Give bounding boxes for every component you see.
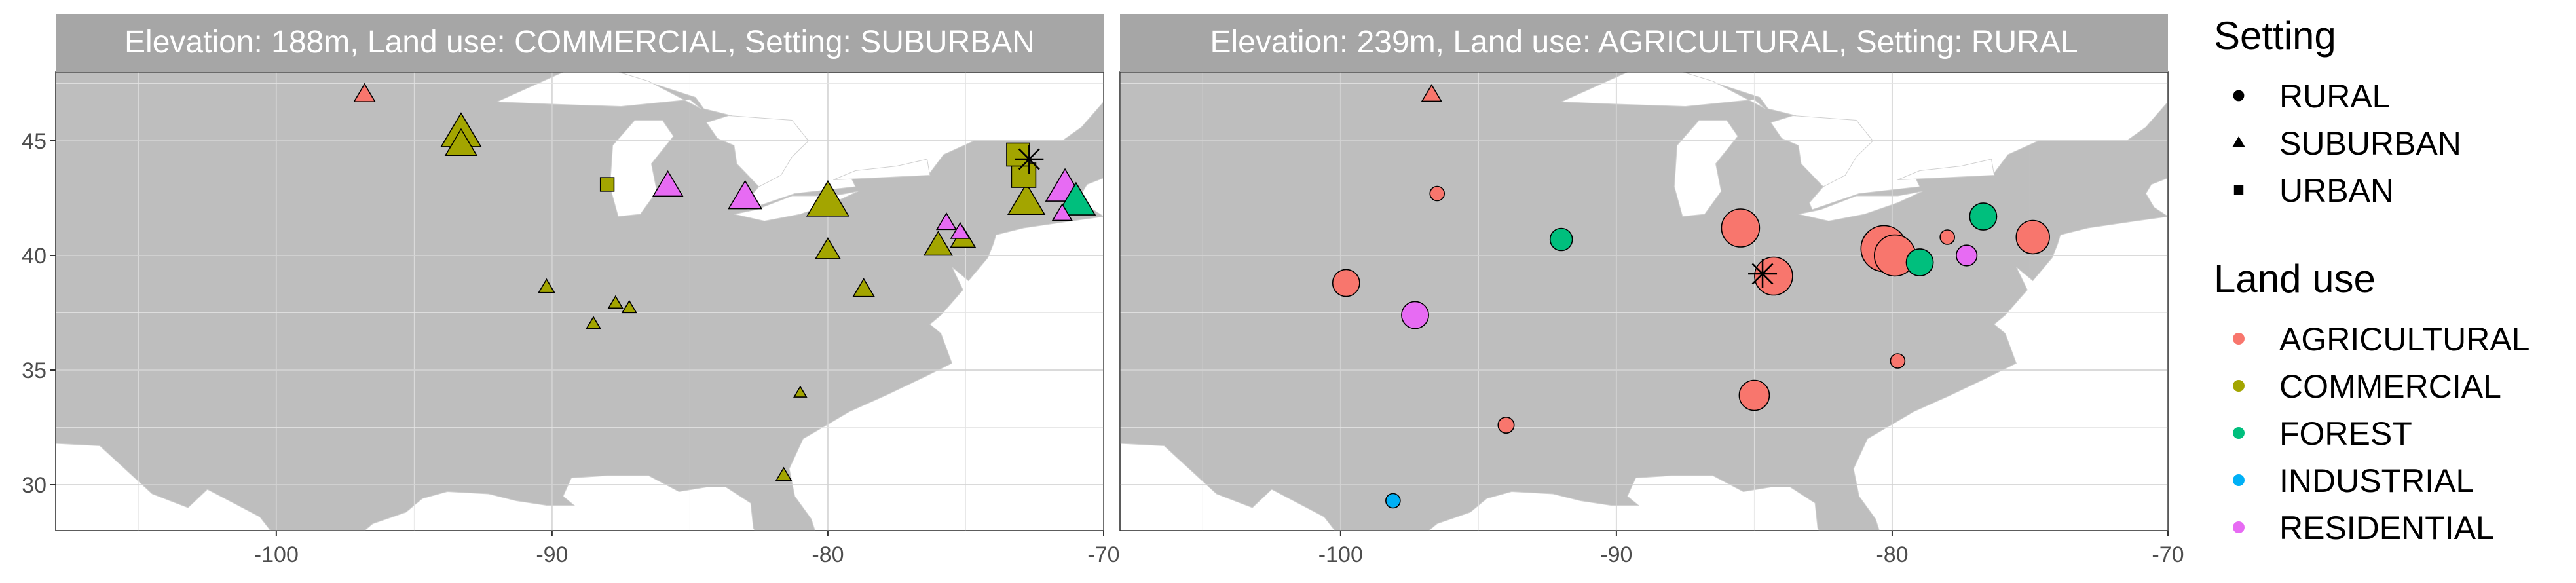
data-point [814, 237, 841, 259]
lake-shape [1798, 191, 1923, 222]
legend-key [2233, 380, 2245, 392]
lake-shape [1770, 115, 1874, 187]
data-point [652, 170, 684, 197]
lake-shape [496, 72, 701, 109]
facet-title: Elevation: 188m, Land use: COMMERCIAL, S… [124, 25, 1035, 60]
legend-key [2233, 90, 2245, 102]
legend-label: RURAL [2279, 78, 2390, 115]
lake-shape [833, 159, 931, 180]
legend-key [2233, 333, 2245, 345]
legend-label: SUBURBAN [2279, 125, 2461, 162]
x-tick-label: -70 [1087, 542, 1119, 567]
legend-title: Land use [2214, 257, 2376, 301]
legend-label: AGRICULTURAL [2279, 321, 2529, 358]
land-shape [56, 72, 1104, 531]
data-point [1011, 162, 1037, 188]
facet-panel: Elevation: 188m, Land use: COMMERCIAL, S… [22, 14, 1120, 567]
y-tick-label: 45 [22, 129, 47, 154]
data-point [1051, 203, 1073, 221]
facet-panel: Elevation: 239m, Land use: AGRICULTURAL,… [1119, 14, 2184, 567]
legend-label: RESIDENTIAL [2279, 510, 2494, 546]
target-marker [1015, 145, 1044, 174]
data-point [1056, 181, 1096, 216]
data-point [793, 385, 808, 398]
data-point [1429, 185, 1446, 202]
y-tick-label: 40 [22, 244, 47, 269]
y-tick-label: 35 [22, 358, 47, 383]
legend-label: FOREST [2279, 415, 2412, 452]
lake-shape [1561, 72, 1766, 109]
data-point [923, 231, 953, 256]
legend-key [2233, 521, 2245, 533]
data-point [950, 221, 971, 239]
data-point [935, 212, 958, 231]
x-tick-label: -100 [254, 542, 299, 567]
legend-key [2233, 427, 2245, 439]
x-tick-label: -80 [1876, 542, 1908, 567]
legend: Setting RURAL SUBURBAN URBAN Land use AGRICUL… [2214, 14, 2529, 546]
data-point [607, 295, 624, 309]
data-point [728, 179, 763, 210]
legend-label: URBAN [2279, 172, 2394, 209]
data-point [1007, 182, 1046, 216]
lake-shape [705, 115, 810, 187]
legend-key [2232, 136, 2245, 147]
data-point [1385, 493, 1401, 509]
data-point [2015, 219, 2050, 255]
facet-strip [1120, 14, 2168, 72]
data-point [585, 316, 602, 329]
data-point [1497, 416, 1515, 434]
legend-label: INDUSTRIAL [2279, 462, 2474, 499]
facet-strip [56, 14, 1104, 72]
lake-shape [1673, 120, 1738, 217]
data-point [353, 83, 376, 103]
land-shape [1120, 72, 2168, 531]
legend-key [2233, 474, 2245, 486]
data-point [1890, 353, 1906, 369]
data-point [621, 299, 637, 314]
data-point [1738, 379, 1770, 411]
y-tick-label: 30 [22, 473, 47, 498]
data-point [1549, 227, 1573, 252]
data-point [538, 278, 555, 293]
data-point [1905, 248, 1934, 276]
target-marker [1748, 259, 1778, 288]
x-tick-label: -70 [2152, 542, 2184, 567]
legend-title: Setting [2214, 14, 2336, 58]
data-point [1956, 244, 1978, 267]
x-tick-label: -90 [1600, 542, 1632, 567]
x-tick-label: -90 [536, 542, 568, 567]
legend-label: COMMERCIAL [2279, 368, 2501, 405]
x-tick-label: -80 [812, 542, 844, 567]
data-point [599, 177, 615, 192]
data-point [1754, 256, 1793, 296]
data-point [444, 128, 478, 157]
data-point [1401, 301, 1429, 329]
legend-key [2233, 185, 2244, 195]
data-point [852, 278, 876, 297]
x-tick-label: -100 [1318, 542, 1363, 567]
data-point [1939, 229, 1955, 245]
data-point [1421, 84, 1442, 102]
lake-shape [1897, 159, 1995, 180]
data-point [1721, 208, 1761, 248]
facet-title: Elevation: 239m, Land use: AGRICULTURAL,… [1210, 25, 2078, 60]
data-point [1969, 202, 1998, 231]
data-point [806, 179, 850, 217]
data-point [775, 466, 793, 481]
lake-shape [609, 120, 674, 217]
data-point [1332, 269, 1360, 297]
